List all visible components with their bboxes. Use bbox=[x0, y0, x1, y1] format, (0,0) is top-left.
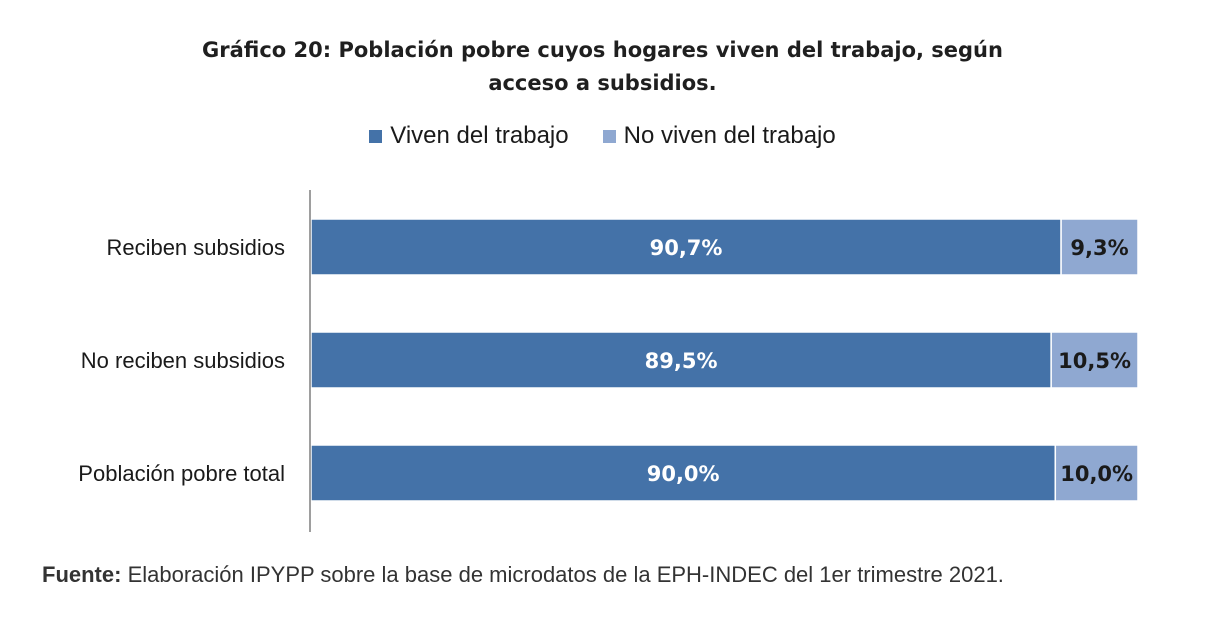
data-label-no-viven: 10,0% bbox=[1060, 462, 1133, 486]
bar-viven-del-trabajo bbox=[310, 444, 1057, 502]
bar-viven-del-trabajo bbox=[310, 331, 1052, 389]
category-label: Reciben subsidios bbox=[106, 235, 285, 260]
data-label-viven: 90,0% bbox=[647, 462, 720, 486]
legend-item-no-viven: No viven del trabajo bbox=[602, 122, 836, 150]
legend-swatch-no-viven bbox=[602, 129, 616, 143]
source-note: Fuente: Elaboración IPYPP sobre la base … bbox=[42, 562, 1004, 588]
source-label: Fuente: bbox=[42, 562, 122, 587]
legend-swatch-viven bbox=[369, 129, 383, 143]
chart-title-line-1: Gráfico 20: Población pobre cuyos hogare… bbox=[202, 38, 1003, 62]
bar-viven-del-trabajo bbox=[310, 218, 1062, 276]
bar-no-viven-del-trabajo bbox=[1054, 444, 1139, 502]
legend-label-viven: Viven del trabajo bbox=[390, 122, 569, 149]
data-label-no-viven: 10,5% bbox=[1058, 349, 1131, 373]
source-text: Elaboración IPYPP sobre la base de micro… bbox=[121, 562, 1004, 587]
data-label-no-viven: 9,3% bbox=[1070, 236, 1128, 260]
chart-title-line-2: acceso a subsidios. bbox=[488, 71, 717, 95]
category-label: Población pobre total bbox=[78, 461, 285, 486]
data-label-viven: 89,5% bbox=[645, 349, 718, 373]
chart-title: Gráfico 20: Población pobre cuyos hogare… bbox=[0, 34, 1205, 100]
legend-item-viven: Viven del trabajo bbox=[369, 122, 569, 150]
legend-label-no-viven: No viven del trabajo bbox=[623, 122, 836, 149]
bar-no-viven-del-trabajo bbox=[1050, 331, 1139, 389]
category-label: No reciben subsidios bbox=[81, 348, 285, 373]
chart-legend: Viven del trabajo No viven del trabajo bbox=[0, 122, 1205, 150]
bar-no-viven-del-trabajo bbox=[1060, 218, 1139, 276]
data-label-viven: 90,7% bbox=[650, 236, 723, 260]
